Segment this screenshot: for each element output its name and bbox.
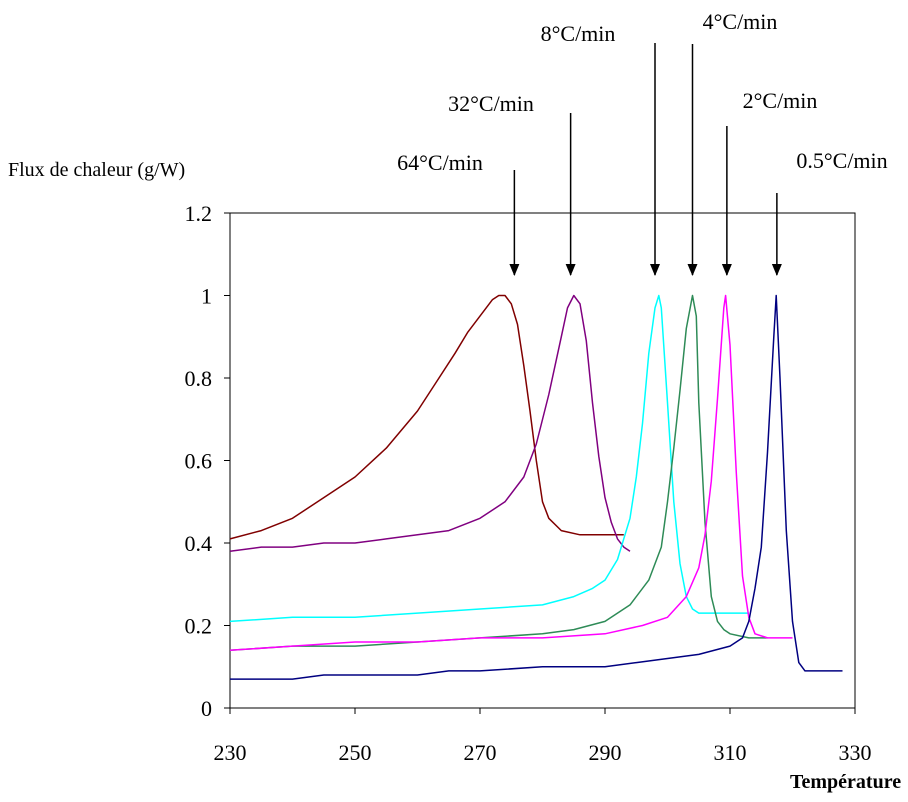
x-tick-label: 330	[839, 740, 872, 765]
rate-label: 0.5°C/min	[796, 148, 887, 173]
y-tick-label: 1.2	[185, 201, 213, 226]
y-axis-title: Flux de chaleur (g/W)	[8, 159, 185, 181]
y-tick-label: 0.6	[185, 449, 213, 474]
y-tick-label: 1	[201, 284, 212, 309]
y-tick-label: 0.8	[185, 366, 213, 391]
y-tick-label: 0.4	[185, 531, 213, 556]
x-tick-label: 250	[339, 740, 372, 765]
series-line	[229, 294, 631, 553]
rate-label: 4°C/min	[703, 9, 778, 34]
x-tick-label: 310	[714, 740, 747, 765]
series-line	[229, 294, 749, 623]
series-line	[229, 294, 793, 652]
x-tick-label: 290	[589, 740, 622, 765]
y-tick-label: 0	[201, 696, 212, 721]
x-axis-ticks: 230 250 270 290 310 330	[214, 708, 872, 765]
rate-label: 64°C/min	[397, 150, 483, 175]
rate-annotations: 64°C/min 32°C/min 8°C/min 4°C/min 2°C/min 0.5…	[397, 9, 888, 276]
rate-label: 8°C/min	[541, 21, 616, 46]
x-axis-title: Température	[790, 771, 901, 793]
x-tick-label: 270	[464, 740, 497, 765]
y-tick-label: 0.2	[185, 614, 213, 639]
series-line	[230, 294, 843, 680]
series-line	[229, 294, 624, 540]
series-lines	[229, 294, 843, 680]
rate-label: 32°C/min	[448, 91, 534, 116]
rate-label: 2°C/min	[743, 88, 818, 113]
y-axis-ticks: 0 0.2 0.4 0.6 0.8 1 1.2	[185, 201, 230, 721]
x-tick-label: 230	[214, 740, 247, 765]
